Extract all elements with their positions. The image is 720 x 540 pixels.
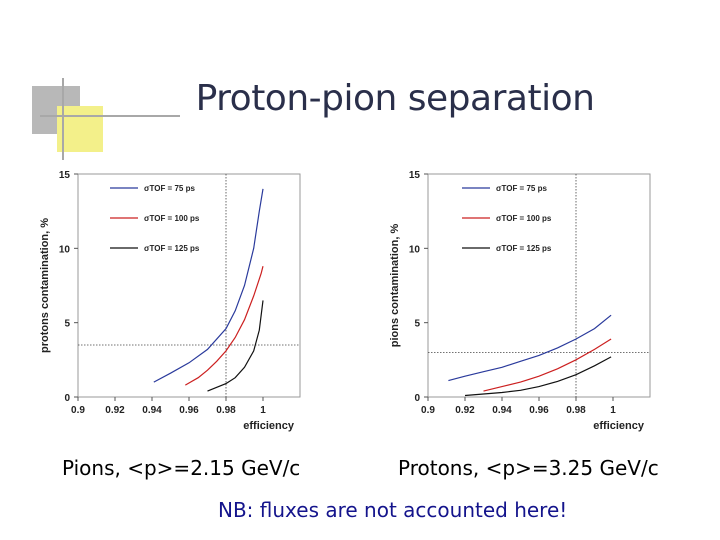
- chart1-x-tick-label: 0.94: [492, 405, 512, 416]
- decor-line-vertical: [62, 78, 64, 160]
- chart0-legend-label-0: σTOF = 75 ps: [144, 184, 195, 193]
- chart0-legend-label-2: σTOF = 125 ps: [144, 244, 200, 253]
- chart0-series-line-0: [153, 188, 264, 383]
- chart1-legend-label-1: σTOF = 100 ps: [496, 214, 552, 223]
- chart1-series-line-0: [448, 314, 612, 382]
- chart1-series-line-2: [464, 356, 612, 397]
- chart1-legend-label-2: σTOF = 125 ps: [496, 244, 552, 253]
- chart0-x-tick-label: 0.92: [105, 405, 125, 416]
- chart1-series-line-1: [483, 338, 612, 392]
- chart0-series-line-1: [185, 266, 264, 386]
- chart1-legend-label-0: σTOF = 75 ps: [496, 184, 547, 193]
- chart0-x-tick-label: 0.98: [216, 405, 236, 416]
- decor-square-yellow: [57, 106, 103, 152]
- chart1-x-tick-label: 0.9: [421, 405, 435, 416]
- slide-title: Proton-pion separation: [195, 78, 595, 119]
- chart1-y-axis-label: pions contamination, %: [389, 224, 401, 348]
- chart1-x-tick-label: 0.96: [529, 405, 549, 416]
- chart0-x-axis-label: efficiency: [243, 420, 295, 432]
- chart0-y-tick-label: 10: [59, 244, 71, 255]
- chart0-y-tick-label: 5: [64, 319, 70, 330]
- chart0-y-tick-label: 15: [59, 170, 71, 181]
- chart1-x-tick-label: 0.98: [566, 405, 586, 416]
- chart1-x-axis-label: efficiency: [593, 420, 645, 432]
- chart0-plot-frame: [77, 173, 301, 398]
- caption-right: Protons, <p>=3.25 GeV/c: [398, 456, 659, 480]
- chart1-y-tick-label: 10: [409, 244, 421, 255]
- chart0-y-tick-label: 0: [64, 393, 70, 404]
- chart0-legend-label-1: σTOF = 100 ps: [144, 214, 200, 223]
- chart1-x-tick-label: 1: [610, 405, 616, 416]
- chart1-y-tick-label: 0: [414, 393, 420, 404]
- chart1-plot-frame: [427, 173, 651, 398]
- chart1-x-tick-label: 0.92: [455, 405, 475, 416]
- chart0-x-tick-label: 1: [260, 405, 266, 416]
- chart0-x-tick-label: 0.96: [179, 405, 199, 416]
- chart1-y-tick-label: 15: [409, 170, 421, 181]
- chart1-y-tick-label: 5: [414, 319, 420, 330]
- chart0-series-line-2: [207, 300, 264, 392]
- caption-left: Pions, <p>=2.15 GeV/c: [62, 456, 301, 480]
- decor-line-horizontal: [40, 115, 180, 117]
- chart0-x-tick-label: 0.9: [71, 405, 85, 416]
- chart0-x-tick-label: 0.94: [142, 405, 162, 416]
- chart0-y-axis-label: protons contamination, %: [39, 218, 51, 353]
- footnote: NB: fluxes are not accounted here!: [218, 498, 568, 522]
